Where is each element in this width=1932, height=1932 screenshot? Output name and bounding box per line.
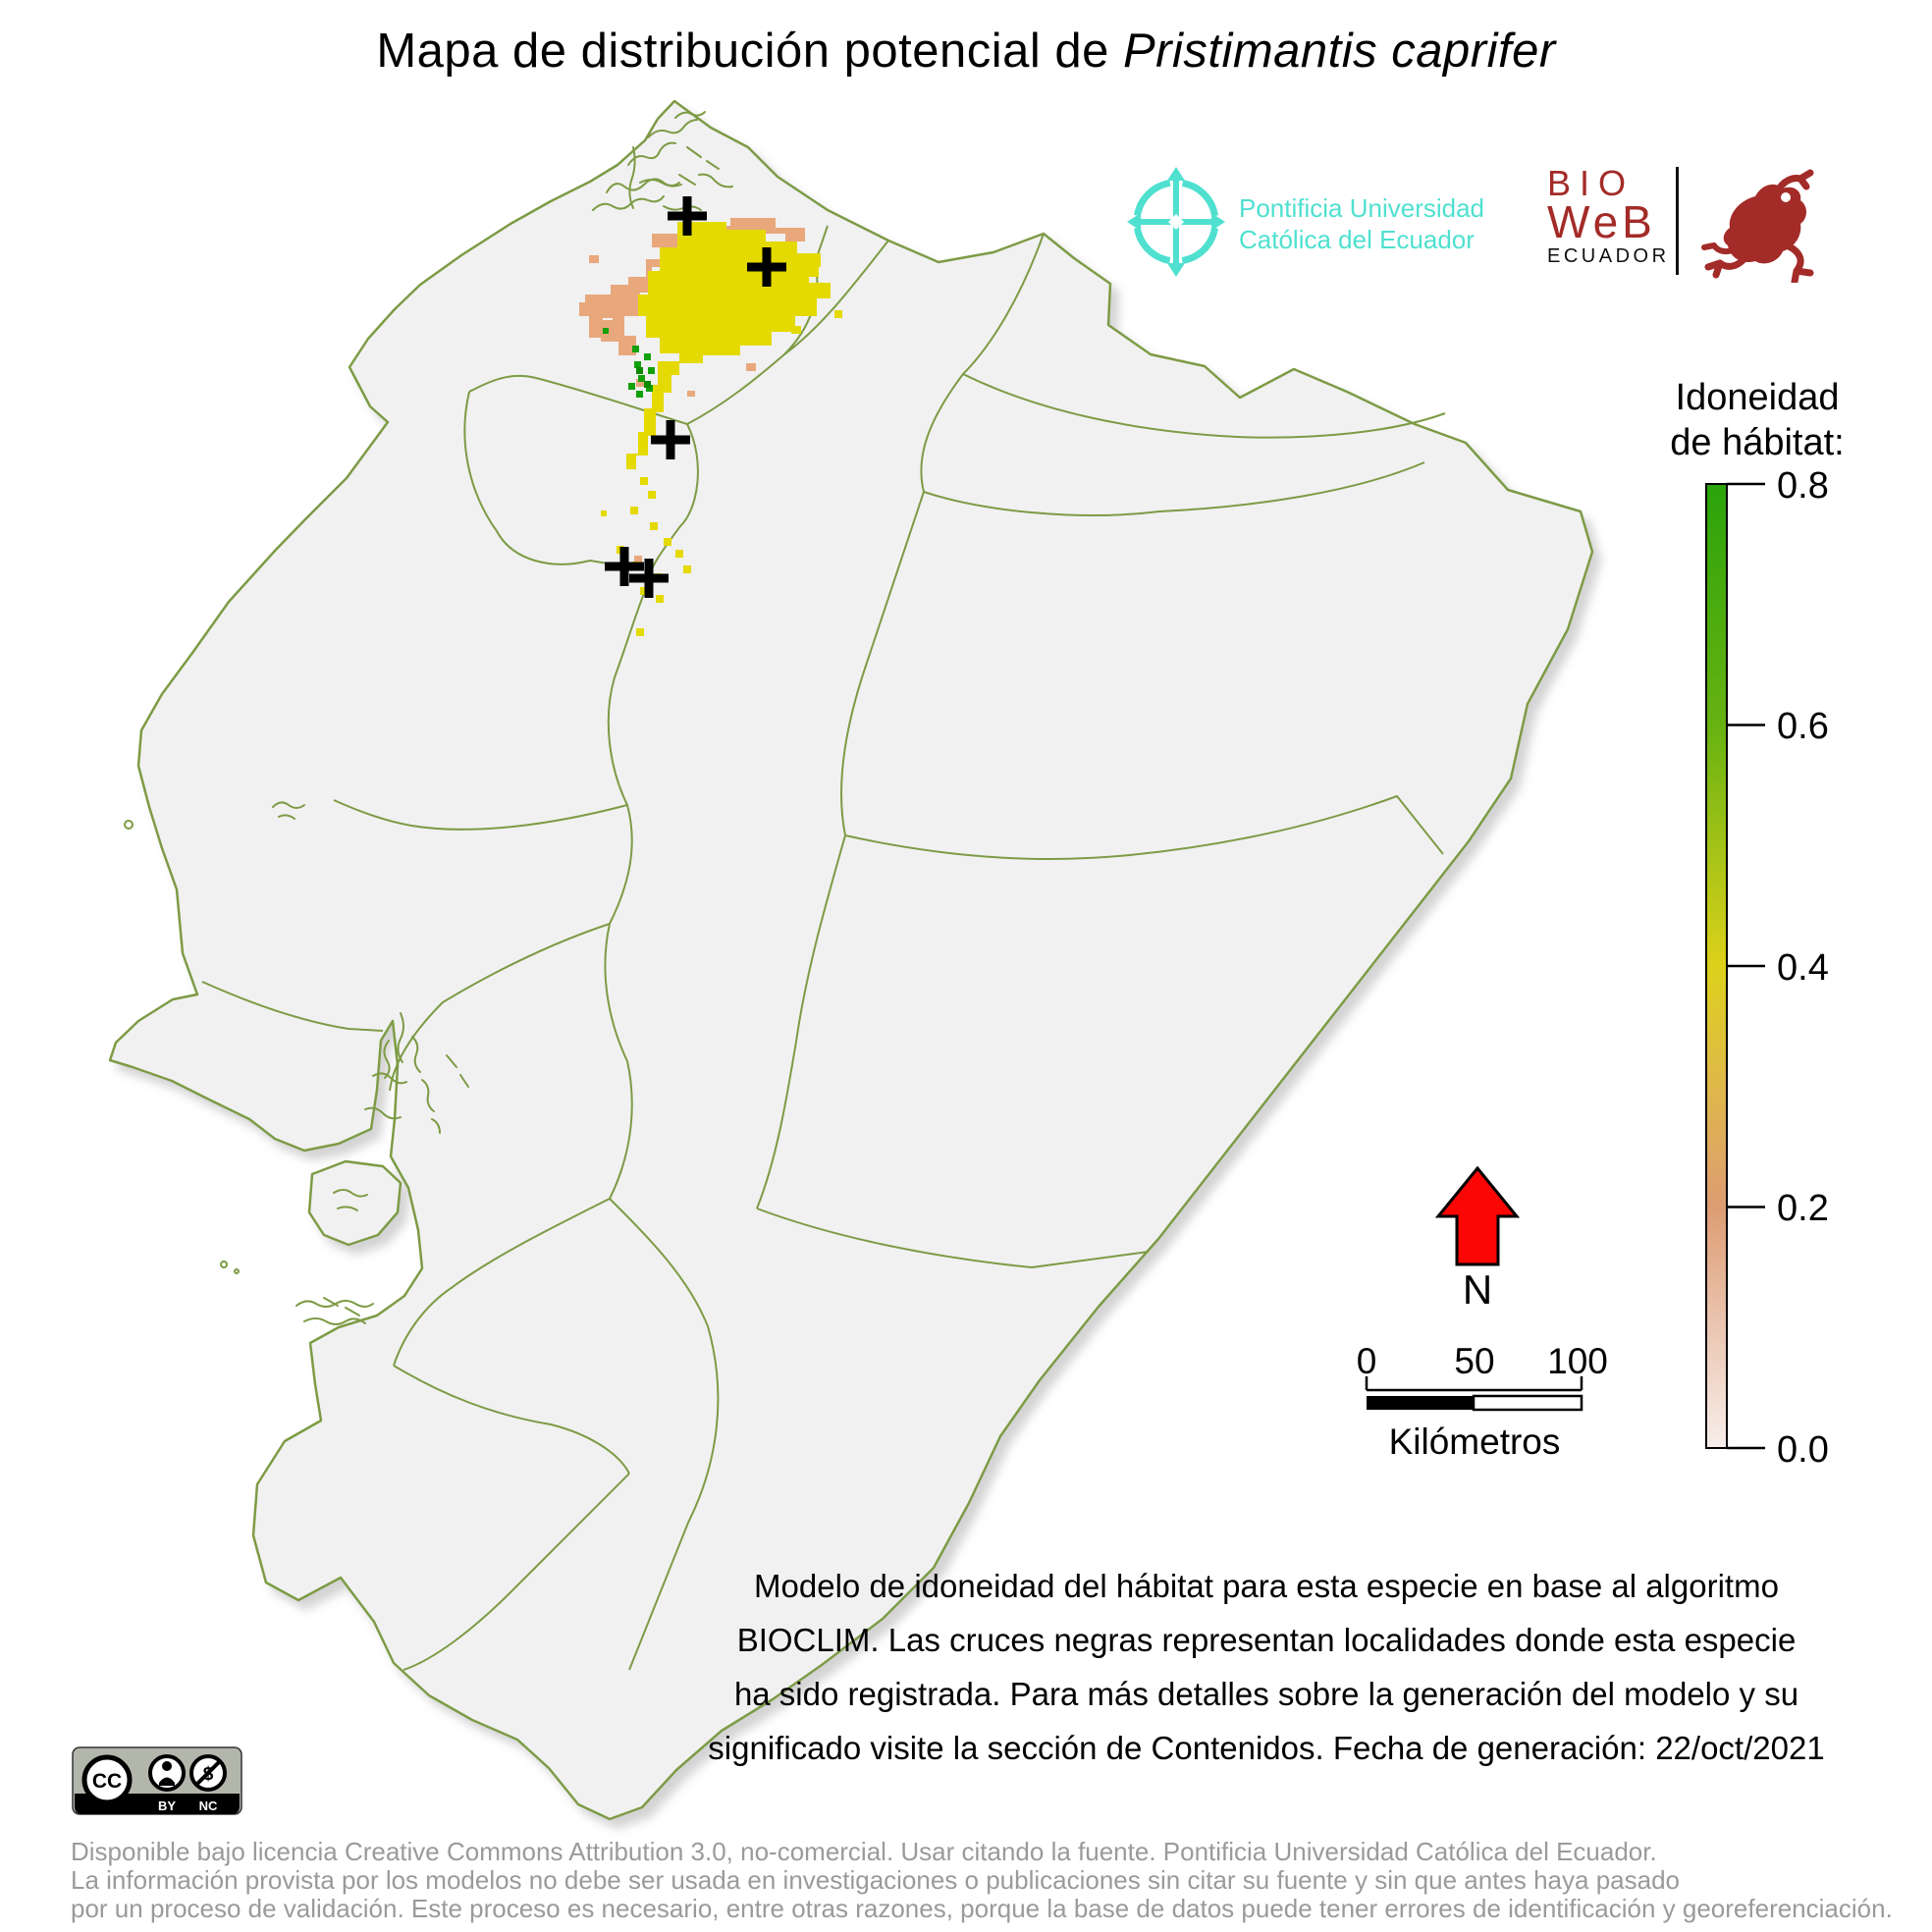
- title-species: Pristimantis caprifer: [1122, 25, 1556, 78]
- occurrence-crosses: [605, 196, 786, 598]
- legend-tick-0.2: 0.2: [1777, 1188, 1829, 1229]
- cc-by-person-icon: [148, 1754, 186, 1792]
- legend-tick-labels: 0.8 0.6 0.4 0.2 0.0: [1777, 471, 1829, 1471]
- description-line-1: Modelo de idoneidad del hábitat para est…: [754, 1568, 1779, 1604]
- puce-compass-icon: [1127, 167, 1225, 277]
- suitability-raster: [579, 218, 842, 636]
- footer-line-1: Disponible bajo licencia Creative Common…: [71, 1837, 1657, 1866]
- mangrove-detail: [124, 111, 733, 1325]
- scalebar-label-0: 0: [1356, 1341, 1377, 1381]
- country-outline: [108, 99, 1594, 1821]
- cc-nc-icon: $: [189, 1754, 227, 1792]
- legend-tick-marks: [1727, 482, 1765, 1450]
- scalebar-label-50: 50: [1454, 1341, 1495, 1381]
- puce-text-line1: Pontificia Universidad: [1239, 193, 1485, 223]
- cc-icon: CC: [81, 1754, 133, 1805]
- north-label: N: [1462, 1266, 1493, 1313]
- title-prefix: Mapa de distribución potencial de: [376, 25, 1123, 78]
- legend-tick-0.8: 0.8: [1777, 471, 1829, 507]
- bioweb-logo: BIO WeB ECUADOR: [1547, 163, 1820, 283]
- cc-by-label: BY: [158, 1798, 176, 1813]
- footer-line-3: por un proceso de validación. Este proce…: [71, 1894, 1893, 1923]
- legend-tick-0.4: 0.4: [1777, 947, 1829, 989]
- legend-colorbar: 0.8 0.6 0.4 0.2 0.0: [1705, 471, 1829, 1471]
- suitability-highdark-patches: [636, 367, 651, 388]
- page-title: Mapa de distribución potencial de Pristi…: [0, 24, 1932, 79]
- bioweb-frog-icon: [1700, 169, 1814, 283]
- bioweb-ecuador: ECUADOR: [1547, 245, 1670, 267]
- legend-tick-0.0: 0.0: [1777, 1429, 1829, 1471]
- scalebar: [1365, 1376, 1583, 1412]
- puce-logo-text: Pontificia Universidad Católica del Ecua…: [1239, 192, 1484, 255]
- puna-island: [307, 1159, 402, 1247]
- province-boundaries: [201, 225, 1446, 1671]
- legend-title-line2: de hábitat:: [1670, 422, 1845, 463]
- puce-text-line2: Católica del Ecuador: [1239, 225, 1475, 254]
- description-line-4: significado visite la sección de Conteni…: [708, 1730, 1825, 1766]
- description-line-3: ha sido registrada. Para más detalles so…: [733, 1676, 1799, 1712]
- north-arrow-icon: [1434, 1165, 1521, 1266]
- license-disclaimer: Disponible bajo licencia Creative Common…: [71, 1838, 1926, 1923]
- suitability-high-patches: [603, 328, 655, 398]
- scalebar-label-100: 100: [1547, 1341, 1608, 1381]
- legend-title: Idoneidad de hábitat:: [1625, 375, 1890, 465]
- bioweb-logo-text: BIO WeB ECUADOR: [1547, 163, 1670, 269]
- description-line-2: BIOCLIM. Las cruces negras representan l…: [736, 1622, 1797, 1658]
- puce-logo: Pontificia Universidad Católica del Ecua…: [1125, 165, 1484, 283]
- footer-line-2: La información provista por los modelos …: [71, 1865, 1681, 1895]
- svg-text:CC: CC: [92, 1770, 122, 1793]
- scalebar-unit: Kilómetros: [1388, 1422, 1561, 1462]
- cc-by-nc-badge: CC $ BY NC: [72, 1746, 242, 1815]
- legend-title-line1: Idoneidad: [1675, 377, 1840, 418]
- legend-tick-0.6: 0.6: [1777, 706, 1829, 747]
- cc-nc-label: NC: [199, 1798, 218, 1813]
- bioweb-bio: BIO: [1547, 163, 1636, 203]
- bioweb-web: WeB: [1547, 196, 1656, 247]
- model-description: Modelo de idoneidad del hábitat para est…: [628, 1559, 1905, 1775]
- suitability-low-patches: [579, 218, 805, 564]
- bioweb-divider: [1675, 167, 1679, 275]
